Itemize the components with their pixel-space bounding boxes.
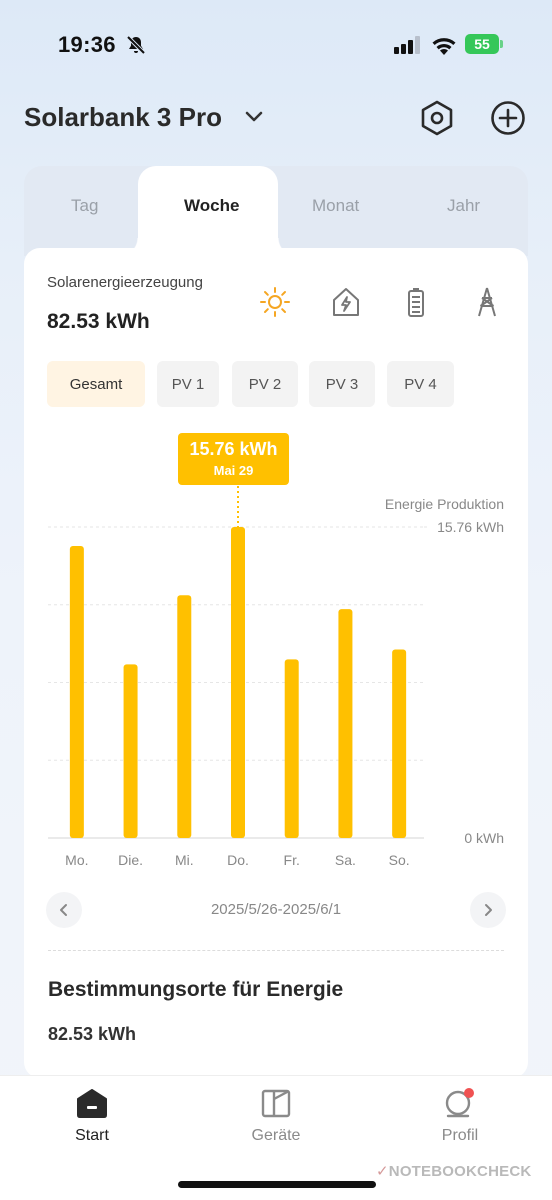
tooltip-date: Mai 29 (213, 463, 254, 478)
status-bar: 19:36 55 (0, 0, 552, 90)
nav-profile[interactable]: Profil (400, 1088, 520, 1145)
destinations-value: 82.53 kWh (48, 1024, 137, 1044)
profile-icon (445, 1088, 474, 1118)
tab-year[interactable]: Jahr (447, 196, 481, 215)
nav-start[interactable]: Start (32, 1088, 152, 1145)
destinations-title: Bestimmungsorte für Energie (48, 978, 344, 1001)
metric-label: Solarenergieerzeugung (47, 274, 203, 291)
bell-muted-icon (125, 34, 147, 61)
sun-icon[interactable] (259, 286, 291, 323)
notification-dot (464, 1088, 474, 1098)
app-header: Solarbank 3 Pro (0, 90, 552, 150)
tab-week[interactable]: Woche (184, 196, 240, 215)
cellular-signal-icon (394, 36, 422, 59)
chevron-left-icon (60, 904, 67, 916)
home-power-icon[interactable] (330, 286, 362, 323)
device-selector-title[interactable]: Solarbank 3 Pro (24, 102, 222, 132)
grid-tower-icon[interactable] (471, 286, 503, 323)
chart-tooltip: 15.76 kWh Mai 29 (178, 433, 289, 485)
add-device-icon[interactable] (489, 99, 527, 142)
nav-profile-label: Profil (441, 1127, 479, 1144)
wifi-icon (431, 35, 457, 60)
nav-devices[interactable]: Geräte (216, 1088, 336, 1145)
battery-level: 55 (465, 34, 499, 54)
next-week-button[interactable] (470, 892, 506, 928)
pv-tab-2[interactable]: PV 2 (232, 361, 298, 407)
pv-tab-4[interactable]: PV 4 (387, 361, 454, 407)
devices-icon (261, 1089, 291, 1118)
home-indicator (178, 1181, 376, 1188)
tooltip-value: 15.76 kWh (189, 439, 278, 459)
bottom-navigation: Start Geräte Profil (0, 1076, 552, 1200)
tab-day[interactable]: Tag (71, 196, 99, 215)
battery-indicator: 55 (465, 34, 503, 54)
pv-tab-3[interactable]: PV 3 (309, 361, 375, 407)
nav-devices-label: Geräte (251, 1127, 301, 1144)
status-time: 19:36 (58, 32, 116, 57)
chevron-right-icon (485, 904, 492, 916)
section-divider (48, 950, 504, 951)
tab-month[interactable]: Monat (312, 196, 360, 215)
previous-week-button[interactable] (46, 892, 82, 928)
chevron-down-icon[interactable] (244, 110, 264, 129)
home-icon (77, 1089, 107, 1118)
pv-tab-total[interactable]: Gesamt (47, 361, 145, 407)
metric-value: 82.53 kWh (47, 310, 150, 333)
watermark: ✓NOTEBOOKCHECK (376, 1163, 532, 1180)
date-range-label: 2025/5/26-2025/6/1 (210, 901, 342, 918)
pv-tab-1[interactable]: PV 1 (157, 361, 219, 407)
nav-start-label: Start (75, 1127, 109, 1144)
settings-icon[interactable] (418, 99, 456, 142)
period-tab-bar: Tag Woche Monat Jahr (24, 166, 528, 256)
battery-icon[interactable] (400, 286, 432, 323)
energy-card: Solarenergieerzeugung 82.53 kWh Gesamt P… (24, 248, 528, 1078)
